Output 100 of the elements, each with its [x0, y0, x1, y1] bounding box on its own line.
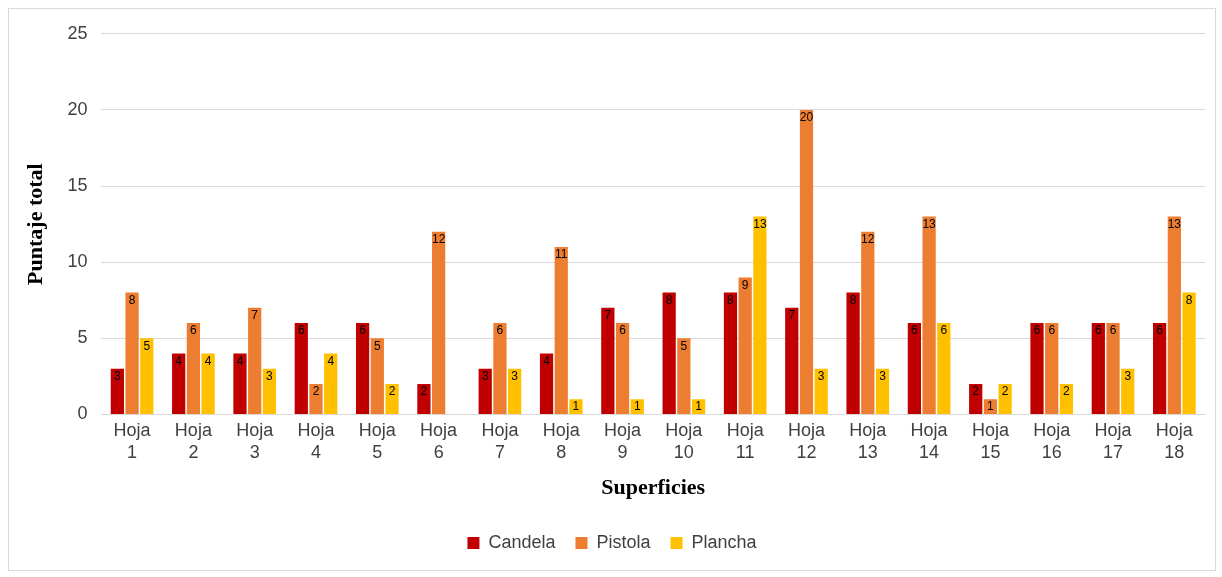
bar	[662, 292, 676, 414]
data-label: 6	[619, 323, 627, 338]
data-label: 6	[297, 323, 305, 338]
x-tick-label: Hoja 13	[849, 420, 888, 462]
bar	[615, 323, 630, 414]
y-tick-label: 15	[67, 175, 88, 196]
y-tick-label: 0	[77, 403, 88, 424]
data-label: 13	[1167, 216, 1182, 231]
bar	[677, 338, 691, 414]
x-tick-label: Hoja 9	[604, 420, 643, 462]
bar	[753, 216, 767, 414]
x-tick-label: Hoja 2	[174, 420, 213, 462]
bar	[417, 383, 431, 414]
y-axis-title: Puntaje total	[21, 163, 47, 285]
data-label: 4	[327, 353, 335, 368]
bar	[248, 307, 262, 414]
bar	[493, 323, 507, 414]
data-label: 3	[817, 369, 825, 384]
bar	[723, 292, 738, 414]
data-label: 7	[251, 308, 259, 323]
bar	[861, 231, 875, 414]
data-label: 8	[727, 292, 735, 307]
bar	[1121, 368, 1135, 414]
bar	[875, 368, 890, 414]
x-tick-label: Hoja 17	[1094, 420, 1133, 462]
bar	[201, 353, 215, 414]
data-label: 12	[431, 232, 446, 247]
data-label: 3	[114, 369, 122, 384]
data-label: 4	[236, 353, 244, 368]
bar	[1030, 323, 1044, 414]
bar	[309, 383, 323, 414]
x-tick-label: Hoja 3	[236, 420, 275, 462]
data-label: 9	[741, 277, 749, 292]
bar	[110, 368, 124, 414]
bar	[1153, 323, 1167, 414]
data-label: 2	[1001, 384, 1009, 399]
bar	[998, 383, 1012, 414]
data-label: 13	[922, 216, 937, 231]
bar	[799, 109, 814, 414]
bar	[355, 323, 370, 414]
bar	[432, 231, 446, 414]
bar	[370, 338, 384, 414]
bar	[785, 307, 799, 414]
data-label: 6	[496, 323, 504, 338]
x-tick-label: Hoja 14	[910, 420, 949, 462]
data-label: 8	[849, 292, 857, 307]
data-label: 4	[175, 353, 183, 368]
x-tick-label: Hoja 12	[787, 420, 826, 462]
x-axis-title: Superficies	[601, 474, 706, 500]
data-label: 8	[1185, 292, 1193, 307]
y-tick-label: 10	[67, 251, 88, 272]
data-label: 7	[604, 308, 612, 323]
bar	[172, 353, 186, 414]
data-label: 7	[788, 308, 796, 323]
bar	[140, 338, 154, 414]
y-tick-label: 20	[67, 98, 88, 119]
x-tick-label: Hoja 11	[726, 420, 765, 462]
data-label: 6	[1109, 323, 1117, 338]
data-label: 4	[543, 353, 551, 368]
data-label: 1	[572, 399, 580, 414]
x-tick-label: Hoja 6	[420, 420, 459, 462]
data-label: 12	[861, 232, 875, 247]
x-tick-label: Hoja 5	[358, 420, 397, 462]
bar	[846, 292, 860, 414]
data-label: 1	[633, 399, 641, 414]
data-label: 1	[987, 399, 995, 414]
data-label: 3	[266, 369, 274, 384]
x-tick-label: Hoja 10	[665, 420, 704, 462]
data-label: 2	[1063, 384, 1071, 399]
data-label: 6	[1094, 323, 1102, 338]
y-tick-label: 25	[67, 22, 88, 43]
bar	[554, 246, 568, 414]
bar	[508, 368, 522, 414]
data-label: 6	[1033, 323, 1041, 338]
data-label: 8	[128, 292, 136, 307]
bar	[385, 383, 399, 414]
bar	[125, 292, 139, 414]
data-label: 5	[680, 338, 688, 353]
data-label: 3	[481, 369, 489, 384]
x-tick-label: Hoja 8	[542, 420, 581, 462]
x-tick-label: Hoja 16	[1033, 420, 1072, 462]
data-label: 3	[1124, 369, 1132, 384]
bar	[814, 368, 828, 414]
bar	[233, 353, 247, 414]
x-tick-label: Hoja 4	[297, 420, 336, 462]
x-tick-label: Hoja 18	[1155, 420, 1194, 462]
bar	[738, 277, 752, 414]
legend-label: Pistola	[596, 531, 652, 552]
y-tick-label: 5	[77, 327, 88, 348]
data-label: 2	[420, 384, 428, 399]
bar	[907, 323, 922, 414]
data-label: 3	[879, 369, 887, 384]
bar	[539, 353, 554, 414]
bar	[1106, 323, 1120, 414]
data-label: 13	[753, 216, 767, 231]
data-label: 6	[1048, 323, 1056, 338]
bar	[324, 353, 338, 414]
bar	[1091, 323, 1105, 414]
x-tick-label: Hoja 1	[113, 420, 152, 462]
data-label: 5	[143, 338, 151, 353]
